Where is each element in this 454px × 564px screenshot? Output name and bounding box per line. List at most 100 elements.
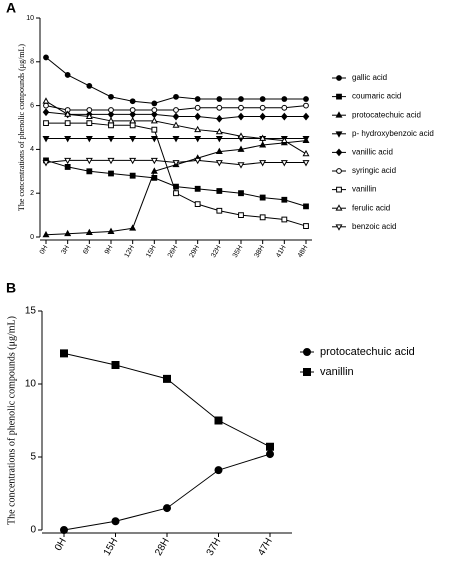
marker xyxy=(237,162,245,169)
panel-label: B xyxy=(6,280,16,296)
y-tick-label: 6 xyxy=(30,102,34,109)
marker xyxy=(42,230,50,238)
y-tick-label: 10 xyxy=(25,379,37,390)
x-tick-label: 29H xyxy=(189,244,201,259)
marker xyxy=(107,227,115,234)
marker xyxy=(280,136,288,144)
marker xyxy=(129,98,136,105)
x-tick-label: 9H xyxy=(104,244,115,255)
marker xyxy=(237,112,245,121)
marker xyxy=(303,203,309,210)
marker xyxy=(42,108,50,117)
legend-label: p- hydroxybenzoic acid xyxy=(352,129,434,138)
marker xyxy=(64,136,72,143)
marker xyxy=(60,526,68,534)
legend-label: syringic acid xyxy=(352,166,396,175)
legend-label: benzoic acid xyxy=(352,222,396,231)
marker xyxy=(43,120,49,127)
legend-marker xyxy=(335,111,343,118)
marker xyxy=(259,141,267,148)
marker xyxy=(129,117,137,124)
marker xyxy=(172,121,180,128)
panel-label: A xyxy=(6,0,16,16)
marker xyxy=(172,160,180,167)
marker xyxy=(107,136,115,143)
marker xyxy=(238,212,244,218)
marker xyxy=(86,168,93,175)
y-tick-label: 5 xyxy=(30,452,36,463)
x-tick-label: 37H xyxy=(205,536,224,557)
marker xyxy=(302,136,310,143)
y-tick-label: 2 xyxy=(30,190,34,197)
marker xyxy=(107,117,115,124)
marker xyxy=(194,112,201,121)
y-tick-label: 0 xyxy=(30,525,36,536)
marker xyxy=(281,112,288,121)
x-tick-label: 48H xyxy=(297,244,309,259)
x-tick-label: 35H xyxy=(232,244,244,259)
y-tick-label: 4 xyxy=(30,146,34,153)
marker xyxy=(64,157,72,165)
marker xyxy=(85,157,93,165)
legend-marker xyxy=(303,368,311,376)
x-tick-label: 3H xyxy=(60,244,71,255)
legend-label: vanillin xyxy=(320,366,354,378)
x-tick-label: 12H xyxy=(124,244,136,259)
marker xyxy=(64,164,71,170)
marker xyxy=(108,107,114,113)
marker xyxy=(86,82,93,89)
marker xyxy=(64,229,72,237)
marker xyxy=(172,136,180,143)
marker xyxy=(163,504,171,513)
marker xyxy=(150,167,158,174)
marker xyxy=(259,104,266,111)
marker xyxy=(129,122,136,129)
marker xyxy=(259,112,266,121)
marker xyxy=(303,223,309,229)
marker xyxy=(238,104,244,111)
y-tick-label: 0 xyxy=(30,234,34,241)
marker xyxy=(259,194,266,201)
marker xyxy=(163,374,171,383)
marker xyxy=(216,114,223,123)
marker xyxy=(194,185,201,192)
marker xyxy=(85,112,93,119)
marker xyxy=(259,134,267,141)
marker xyxy=(281,104,288,111)
marker xyxy=(129,107,136,113)
marker xyxy=(216,188,223,194)
marker xyxy=(85,136,93,143)
legend-label: coumaric acid xyxy=(352,92,401,101)
marker xyxy=(216,104,223,111)
marker xyxy=(215,127,223,135)
legend-label: ferulic acid xyxy=(352,203,390,212)
marker xyxy=(303,102,309,109)
legend-marker xyxy=(336,93,342,100)
marker xyxy=(216,96,223,102)
legend-marker xyxy=(336,75,342,81)
marker xyxy=(302,160,310,167)
marker xyxy=(86,107,93,113)
marker xyxy=(64,72,71,78)
marker xyxy=(215,160,223,167)
x-tick-label: 38H xyxy=(254,244,266,259)
x-tick-label: 32H xyxy=(210,244,222,259)
legend-label: gallic acid xyxy=(352,73,387,82)
marker xyxy=(259,96,266,102)
legend-marker xyxy=(303,348,311,356)
marker xyxy=(86,120,93,127)
marker xyxy=(172,112,180,121)
marker xyxy=(281,216,288,223)
marker xyxy=(238,190,244,197)
x-tick-label: 15H xyxy=(102,536,121,557)
marker xyxy=(194,125,202,133)
y-tick-label: 8 xyxy=(30,59,34,66)
marker xyxy=(238,96,244,102)
marker xyxy=(129,157,137,165)
marker xyxy=(85,228,93,236)
series-line xyxy=(63,453,271,531)
marker xyxy=(108,122,114,129)
marker xyxy=(194,157,202,165)
marker xyxy=(151,100,158,107)
